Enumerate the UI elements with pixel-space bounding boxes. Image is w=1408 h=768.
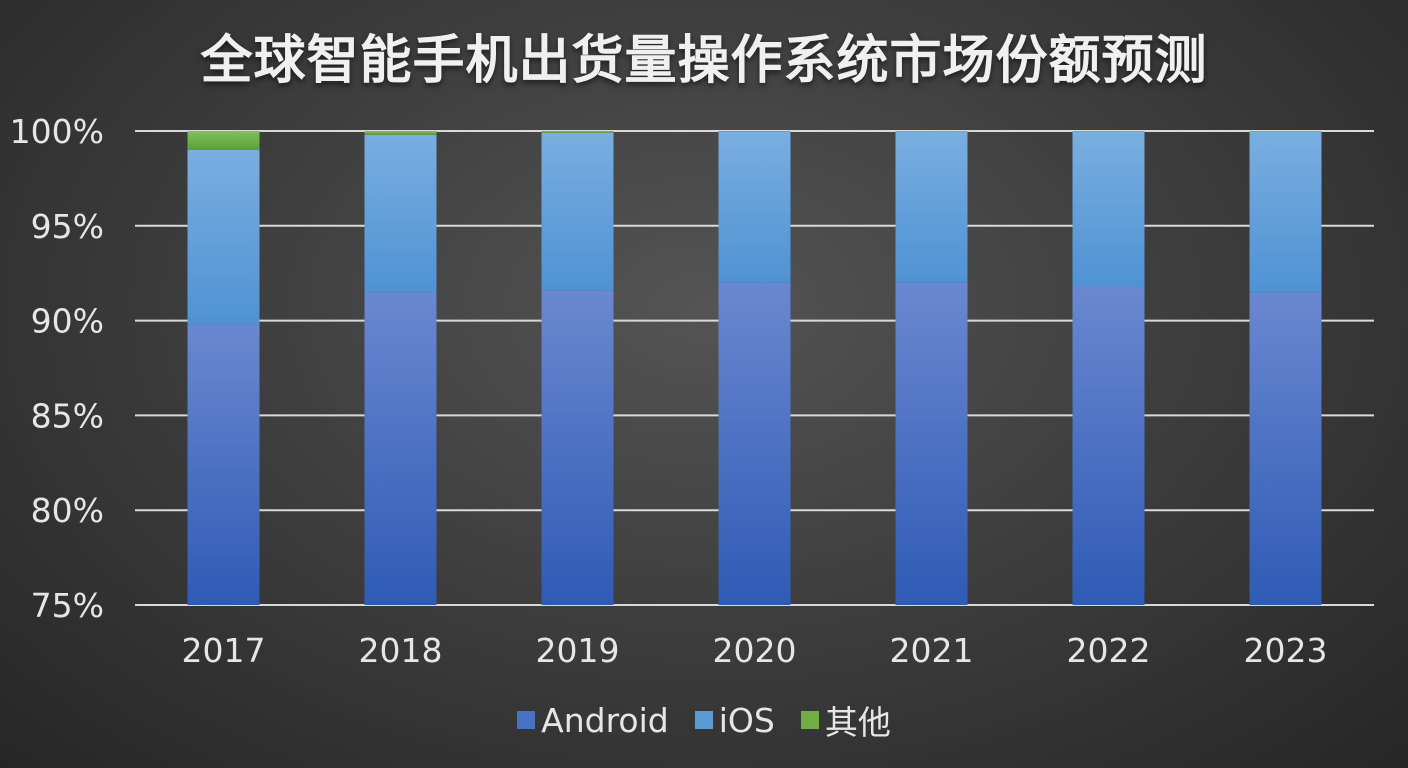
bar-android-2021 (895, 282, 968, 605)
bar--2021 (895, 131, 968, 132)
y-tick-label: 90% (31, 302, 104, 341)
bar--2020 (718, 131, 791, 132)
bar-android-2023 (1249, 292, 1322, 605)
bar-android-2019 (541, 290, 614, 605)
bar-ios-2021 (895, 131, 968, 283)
x-tick-label: 2023 (1244, 631, 1328, 670)
chart-title: 全球智能手机出货量操作系统市场份额预测 (200, 31, 1208, 91)
y-tick-label: 95% (31, 207, 104, 246)
y-tick-label: 75% (31, 586, 104, 625)
bar-ios-2023 (1249, 131, 1322, 293)
legend-swatch (517, 711, 536, 729)
y-tick-label: 100% (10, 112, 104, 151)
bar-ios-2019 (541, 132, 614, 291)
y-tick-label: 85% (31, 396, 104, 435)
x-tick-label: 2022 (1067, 631, 1151, 670)
bar-android-2020 (718, 282, 791, 605)
bar-ios-2018 (364, 134, 437, 293)
legend-item: iOS (694, 700, 775, 740)
bar--2017 (187, 131, 260, 150)
bar--2022 (1072, 131, 1145, 132)
legend-label: 其他 (824, 703, 891, 742)
bar-ios-2017 (187, 149, 260, 325)
bar-ios-2022 (1072, 131, 1145, 287)
bar-android-2017 (187, 324, 260, 605)
x-tick-label: 2017 (182, 631, 266, 670)
bar--2023 (1249, 131, 1322, 132)
legend-label: Android (541, 700, 669, 740)
legend-label: iOS (718, 700, 775, 740)
x-tick-label: 2019 (536, 631, 620, 670)
bar-android-2022 (1072, 286, 1145, 605)
bar-android-2018 (364, 292, 437, 605)
legend-swatch (800, 711, 819, 729)
legend-swatch (694, 711, 713, 729)
bar--2018 (364, 131, 437, 135)
chart-legend: Android iOS 其他 (0, 696, 1408, 744)
y-tick-label: 80% (31, 491, 104, 530)
bar--2019 (541, 131, 614, 133)
legend-item: Android (517, 701, 669, 740)
bar-ios-2020 (718, 131, 791, 283)
x-tick-label: 2021 (890, 631, 974, 670)
x-tick-label: 2020 (713, 631, 797, 670)
x-tick-label: 2018 (359, 631, 443, 670)
legend-item: 其他 (800, 696, 891, 744)
